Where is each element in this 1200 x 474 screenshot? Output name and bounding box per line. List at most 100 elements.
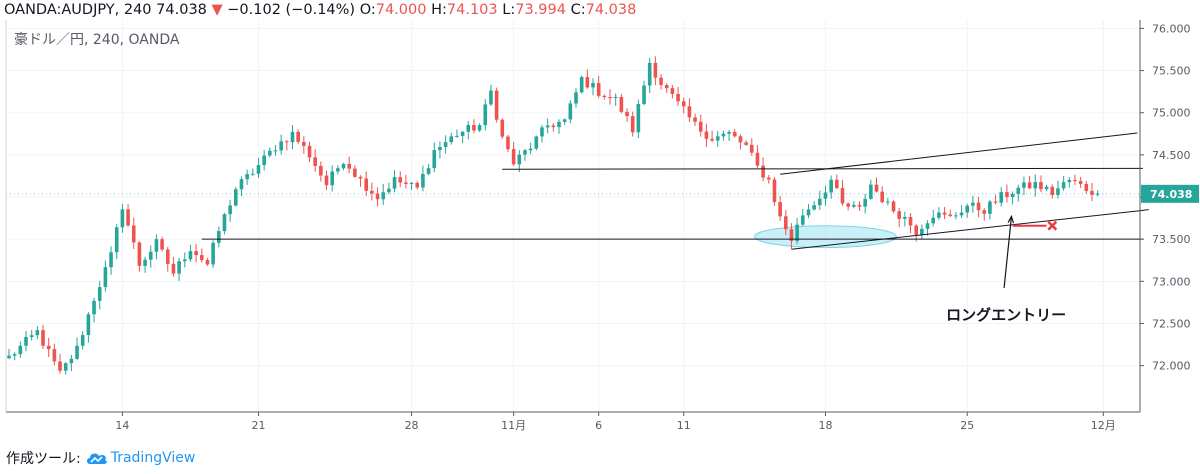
candle-body (931, 217, 936, 224)
candle-body (137, 242, 142, 266)
candle-body (687, 106, 692, 118)
candle-body (511, 149, 516, 165)
candle-body (234, 189, 238, 206)
price-chart[interactable]: ロングエントリー 72.00072.50073.00073.50074.0007… (0, 20, 1200, 445)
candle-body (653, 62, 658, 78)
candle-body (545, 125, 550, 128)
trendline (791, 209, 1149, 250)
x-tick-label: 25 (960, 419, 974, 432)
candle-body (766, 177, 771, 180)
candle-body (806, 209, 811, 216)
candle-body (619, 97, 624, 112)
candle-body (993, 201, 998, 203)
candle-body (976, 202, 981, 211)
candle-body (415, 182, 420, 188)
candle-body (370, 190, 374, 194)
x-tick-label: 6 (595, 419, 602, 432)
candle-body (823, 192, 828, 199)
candle-body (755, 152, 760, 166)
candle-body (143, 259, 147, 266)
made-with-label: 作成ツール: (6, 451, 81, 467)
candle-body (387, 188, 391, 193)
y-tick-label: 72.500 (1152, 317, 1191, 330)
candle-body (954, 215, 958, 217)
candle-body (965, 205, 970, 213)
candle-body (347, 163, 351, 169)
candle-body (574, 92, 578, 104)
highlight-ellipse (754, 225, 897, 249)
candle-body (704, 131, 709, 139)
candle-body (1044, 186, 1049, 190)
candle-body (999, 192, 1004, 203)
candle-body (874, 184, 879, 192)
candle-body (715, 136, 720, 141)
candle-body (80, 335, 85, 346)
candle-body (109, 252, 113, 268)
candle-body (988, 201, 992, 214)
candle-body (194, 251, 198, 256)
y-tick-label: 73.000 (1152, 275, 1191, 288)
candle-body (245, 174, 249, 180)
candle-body (744, 142, 748, 145)
candle-body (41, 330, 45, 346)
candle-body (891, 201, 896, 212)
candle-body (1027, 182, 1032, 189)
high-label: H: (431, 2, 447, 18)
candle-body (596, 83, 601, 96)
candle-body (58, 361, 62, 371)
y-tick-label: 73.500 (1152, 233, 1191, 246)
y-tick-label: 76.000 (1152, 22, 1191, 35)
candle-body (126, 209, 130, 226)
candle-body (296, 131, 300, 142)
candle-body (18, 345, 23, 355)
candle-body (477, 125, 482, 131)
open-value: 74.000 (375, 2, 427, 18)
candle-body (358, 176, 363, 179)
candle-body (319, 165, 323, 176)
candle-body (1022, 182, 1026, 188)
y-tick-label: 74.500 (1152, 149, 1191, 162)
candle-body (165, 249, 170, 264)
candle-body (392, 177, 397, 189)
candle-body (795, 224, 799, 241)
candle-body (154, 239, 159, 252)
candle-body (1061, 182, 1066, 189)
candle-body (256, 165, 261, 174)
candle-body (1095, 193, 1100, 195)
candle-body (205, 260, 210, 265)
candle-body (852, 204, 856, 207)
candle-body (1056, 188, 1060, 195)
drawings-over: ロングエントリー (6, 132, 1149, 324)
trendline (780, 132, 1138, 175)
candle-body (914, 225, 918, 235)
last-price-label: 74.038 (1150, 188, 1192, 201)
candle-body (404, 182, 408, 185)
high-value: 74.103 (446, 2, 498, 18)
candle-body (63, 363, 68, 371)
candle-body (925, 223, 930, 229)
annotation-label: ロングエントリー (946, 306, 1066, 324)
candle-body (290, 131, 295, 143)
candle-body (177, 261, 181, 274)
arrow-head-icon (1007, 214, 1015, 224)
y-tick-label: 75.500 (1152, 65, 1191, 78)
candle-body (585, 77, 590, 88)
candle-body (897, 211, 901, 219)
candle-body (528, 148, 533, 151)
tradingview-link[interactable]: TradingView (110, 450, 196, 466)
y-tick-label: 75.000 (1152, 107, 1191, 120)
candle-body (903, 217, 907, 219)
candle-body (846, 203, 850, 207)
candle-body (222, 214, 227, 232)
candle-body (1084, 183, 1089, 191)
candle-body (579, 77, 584, 93)
candle-body (971, 202, 975, 206)
candle-body (540, 127, 544, 137)
candle-body (120, 209, 125, 228)
candle-body (534, 136, 539, 149)
axes: 72.00072.50073.00073.50074.00074.50075.0… (5, 20, 1199, 432)
candle-body (336, 168, 340, 172)
candle-body (664, 85, 669, 89)
candle-body (523, 150, 527, 155)
candle-body (460, 131, 465, 136)
